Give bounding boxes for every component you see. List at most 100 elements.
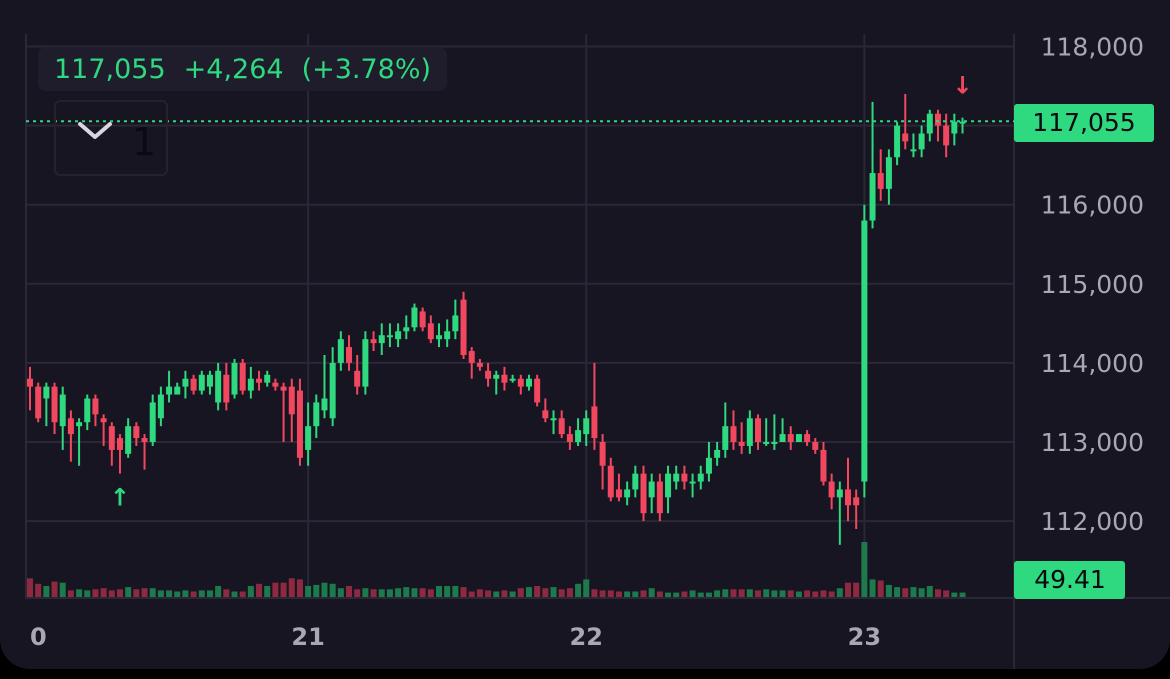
volume-bar bbox=[951, 592, 958, 597]
volume-bar bbox=[133, 589, 140, 597]
candle bbox=[378, 323, 385, 355]
last-price: 117,055 bbox=[54, 53, 166, 85]
y-axis-tick-label: 116,000 bbox=[1041, 191, 1144, 220]
volume-bar bbox=[337, 588, 344, 597]
candle bbox=[951, 113, 958, 146]
candle-body bbox=[386, 335, 393, 338]
candle-body bbox=[861, 220, 868, 482]
candle bbox=[215, 362, 222, 411]
candle-body bbox=[133, 426, 140, 439]
candle-body bbox=[501, 374, 508, 383]
volume-bar bbox=[934, 589, 941, 597]
candle-body bbox=[239, 362, 246, 391]
candle-body bbox=[738, 442, 745, 446]
candle bbox=[894, 121, 901, 166]
y-axis-tick-label: 112,000 bbox=[1041, 507, 1144, 536]
candle-body bbox=[100, 418, 107, 423]
candle-body bbox=[828, 481, 835, 498]
price-change-abs: +4,264 bbox=[183, 53, 284, 85]
candle bbox=[133, 422, 140, 446]
volume-bar bbox=[525, 587, 532, 597]
candle-body bbox=[656, 481, 663, 514]
volume-bar bbox=[730, 589, 737, 597]
volume-bar bbox=[27, 578, 33, 597]
candle-body bbox=[926, 113, 933, 134]
volume-bar bbox=[108, 590, 115, 597]
candle bbox=[877, 149, 884, 201]
candle bbox=[656, 473, 663, 522]
volume-bar bbox=[869, 579, 876, 597]
candle-body bbox=[460, 299, 467, 355]
volume-bar bbox=[247, 586, 254, 597]
candle bbox=[321, 354, 328, 419]
volume-bar bbox=[534, 586, 541, 597]
candle-body bbox=[280, 386, 287, 391]
candle bbox=[926, 109, 933, 142]
volume-bar bbox=[763, 589, 770, 597]
candle-body bbox=[264, 374, 271, 383]
candle bbox=[640, 465, 647, 522]
volume-bar bbox=[116, 589, 123, 597]
candle-body bbox=[313, 402, 320, 427]
volume-bar bbox=[149, 588, 156, 597]
volume-bar bbox=[861, 542, 868, 597]
volume-bar bbox=[820, 590, 827, 597]
candle bbox=[673, 465, 680, 490]
candle-body bbox=[517, 378, 524, 387]
volume-bar bbox=[436, 586, 442, 597]
candle-body bbox=[575, 430, 582, 442]
candle-body bbox=[84, 398, 91, 423]
y-axis: 112,000 113,000 114,000 115,000 116,000 118,0… bbox=[1041, 33, 1144, 537]
candle bbox=[501, 366, 508, 391]
candle bbox=[779, 418, 786, 442]
volume-bar bbox=[395, 588, 402, 597]
candle bbox=[959, 117, 966, 134]
candle bbox=[59, 386, 66, 450]
candle bbox=[468, 347, 475, 379]
candle-body bbox=[468, 351, 475, 363]
candle-body bbox=[722, 426, 729, 450]
candle-body bbox=[763, 442, 770, 444]
volume-bar bbox=[84, 590, 91, 597]
candle bbox=[665, 465, 672, 514]
volume-bar bbox=[468, 591, 475, 597]
candle bbox=[714, 442, 721, 466]
candle bbox=[746, 410, 753, 454]
candle-body bbox=[615, 489, 622, 498]
candle-body bbox=[951, 121, 958, 134]
candle-body bbox=[370, 339, 377, 344]
price-change-pct: (+3.78%) bbox=[301, 53, 432, 85]
volume-bar bbox=[926, 586, 933, 597]
candle bbox=[288, 378, 295, 442]
candle-body bbox=[198, 374, 205, 391]
volume-bar bbox=[460, 587, 467, 597]
candle-body bbox=[607, 465, 614, 498]
candle bbox=[51, 382, 58, 435]
volume-bar bbox=[607, 590, 614, 597]
candle-body bbox=[730, 426, 737, 442]
candle bbox=[239, 358, 246, 395]
y-axis-tick-label: 115,000 bbox=[1041, 270, 1144, 299]
candle bbox=[403, 315, 410, 340]
candle bbox=[247, 366, 254, 399]
candle-body bbox=[223, 374, 230, 403]
candle-body bbox=[877, 173, 884, 189]
candle bbox=[869, 101, 876, 229]
candle bbox=[460, 291, 467, 359]
volume-bar bbox=[591, 589, 598, 597]
volume-bar bbox=[779, 590, 786, 597]
volume-bar bbox=[419, 588, 426, 597]
candle bbox=[198, 370, 205, 395]
volume-bar bbox=[902, 588, 909, 597]
interval-selector-button[interactable]: 1 bbox=[54, 100, 168, 176]
candle-body bbox=[885, 157, 892, 189]
y-axis-tick-label: 114,000 bbox=[1041, 349, 1144, 378]
volume-bar bbox=[182, 590, 189, 597]
candle bbox=[182, 370, 189, 399]
volume-bar bbox=[35, 583, 42, 597]
candle-body bbox=[910, 149, 917, 152]
candle-body bbox=[476, 362, 483, 367]
candle bbox=[190, 374, 197, 395]
